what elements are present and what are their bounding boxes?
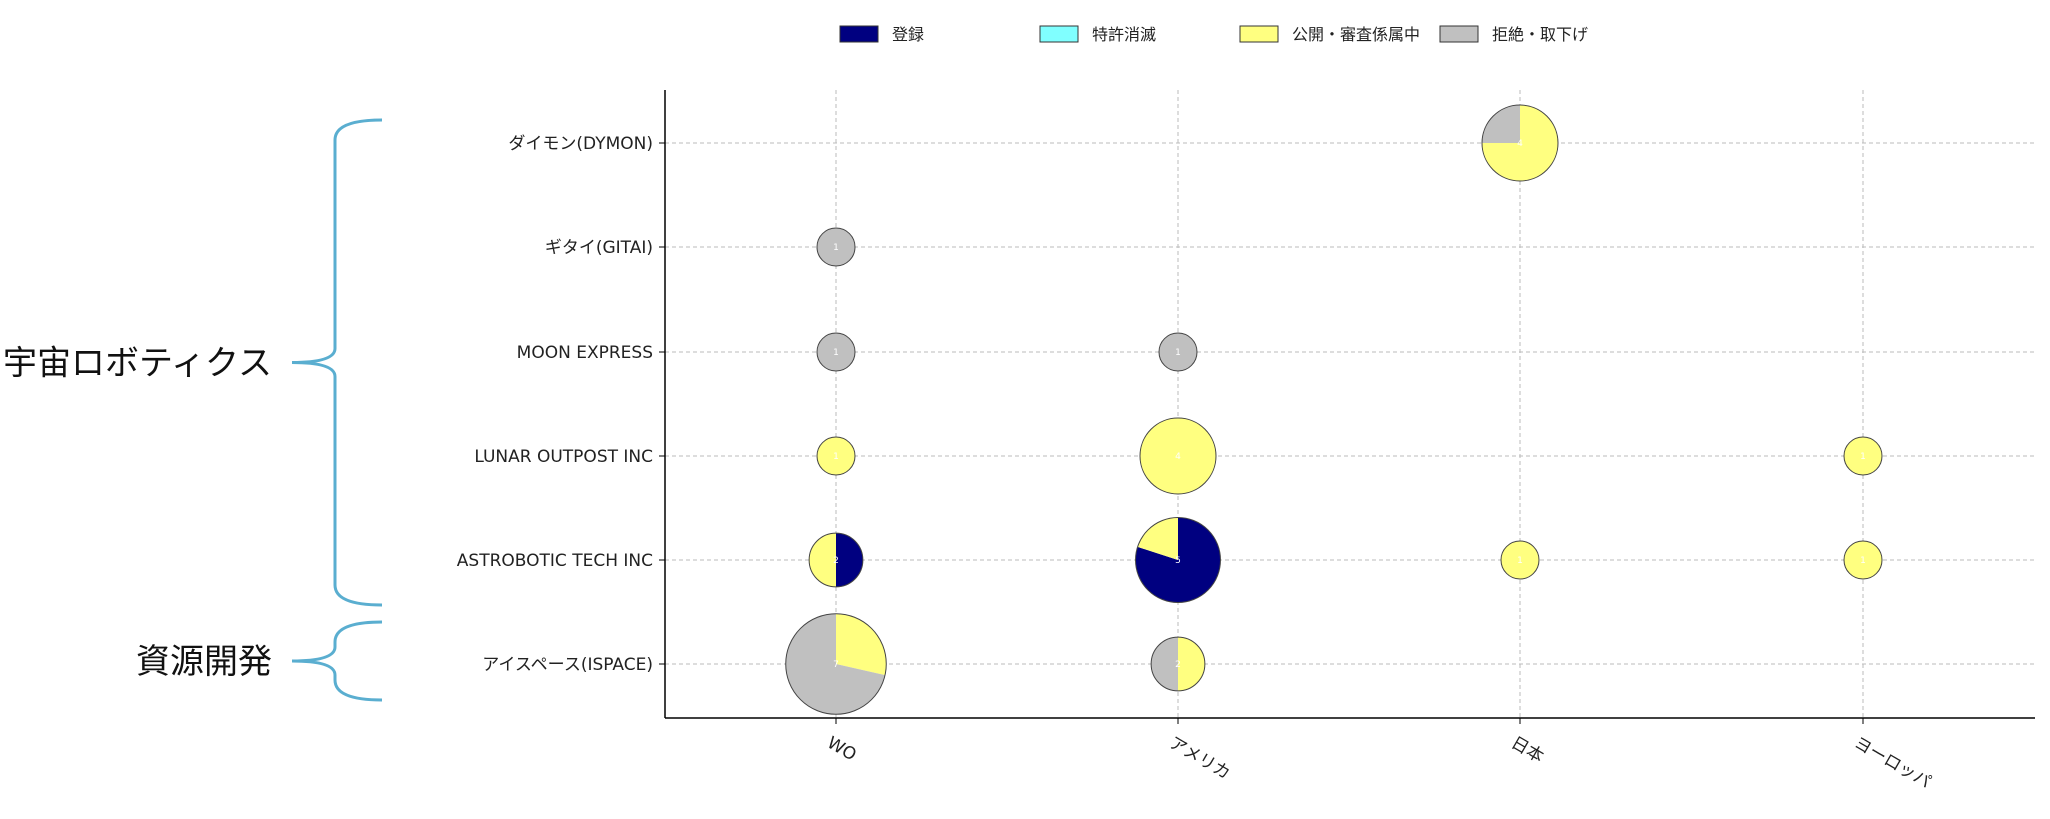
legend-swatch-registered: [839, 25, 879, 43]
legend-label-lapsed: 特許消滅: [1092, 25, 1156, 44]
legend-swatch-rejected: [1439, 25, 1479, 43]
bubble-outline: [808, 532, 864, 588]
pie-slice-rejected: [816, 332, 856, 372]
bubble-point: 1: [1843, 436, 1883, 476]
pie-slice-pending: [1843, 540, 1883, 580]
pie-slice-pending: [1500, 540, 1540, 580]
bubble-outline: [1135, 517, 1221, 603]
bubble-count-label: 5: [1175, 556, 1181, 566]
bubble-outline: [785, 613, 887, 715]
y-tick-label: アイスペース(ISPACE): [482, 655, 653, 675]
legend-label-registered: 登録: [892, 25, 924, 44]
legend: 登録 特許消滅 公開・審査係属中 拒絶・取下げ: [839, 25, 1588, 44]
y-tick-label: ダイモン(DYMON): [508, 134, 653, 154]
bubble-count-label: 7: [833, 660, 839, 670]
pie-slice-rejected: [1482, 105, 1520, 143]
group-label: 宇宙ロボティクス: [3, 344, 272, 384]
bubble-count-label: 1: [1517, 556, 1523, 566]
pie-slice-rejected: [785, 613, 886, 715]
pie-slice-registered: [1135, 517, 1221, 603]
bubble-count-label: 4: [1517, 139, 1523, 149]
pie-slice-rejected: [816, 227, 856, 267]
bubble-point: 1: [1500, 540, 1540, 580]
pie-slice-pending: [1139, 417, 1217, 495]
pie-slice-pending: [1178, 637, 1205, 691]
legend-swatch-lapsed: [1039, 25, 1079, 43]
bubble-count-label: 2: [1175, 660, 1181, 670]
y-tick-label: ギタイ(GITAI): [545, 238, 653, 258]
legend-label-rejected: 拒絶・取下げ: [1492, 25, 1588, 44]
bubble-point: 4: [1481, 104, 1559, 182]
bubble-point: 1: [816, 332, 856, 372]
x-tick-label: WO: [824, 733, 860, 765]
bubble-outline: [1150, 636, 1206, 692]
x-tick-label: アメリカ: [1166, 733, 1234, 784]
bubble-point: 5: [1135, 517, 1221, 603]
group-bracket: [291, 118, 383, 607]
bubble-point: 2: [1150, 636, 1206, 692]
bubble-point: 1: [1158, 332, 1198, 372]
bubble-count-label: 1: [833, 243, 839, 253]
bubble-point: 7: [785, 613, 887, 715]
axes: [664, 90, 2035, 719]
bubble-count-label: 1: [1860, 556, 1866, 566]
y-tick-label: LUNAR OUTPOST INC: [474, 447, 653, 467]
x-tick-label: 日本: [1508, 733, 1547, 767]
bubble-count-label: 1: [1860, 452, 1866, 462]
bubble-count-label: 1: [833, 348, 839, 358]
pie-slice-rejected: [1151, 637, 1178, 691]
bubble-count-label: 4: [1175, 452, 1181, 462]
bubble-count-label: 2: [833, 556, 839, 566]
bubble-point: 1: [1843, 540, 1883, 580]
pie-slice-registered: [836, 533, 863, 587]
group-bracket: [291, 620, 383, 702]
pie-slice-pending: [809, 533, 836, 587]
bubble-point: 4: [1139, 417, 1217, 495]
bubble-outline: [1481, 104, 1559, 182]
y-tick-label: MOON EXPRESS: [517, 343, 653, 363]
pie-slice-pending: [836, 613, 887, 676]
grid: [665, 90, 2035, 718]
group-label: 資源開発: [136, 642, 272, 682]
bubbles: 4 1 1 1 1 4 1 2 5 1 1 7 2: [785, 104, 1883, 715]
y-tick-label: ASTROBOTIC TECH INC: [457, 551, 653, 571]
legend-label-pending: 公開・審査係属中: [1292, 25, 1420, 44]
pie-slice-pending: [1843, 436, 1883, 476]
pie-slice-rejected: [1158, 332, 1198, 372]
pie-slice-pending: [816, 436, 856, 476]
x-tick-label: ヨーロッパ: [1851, 733, 1935, 793]
legend-swatch-pending: [1239, 25, 1279, 43]
bubble-count-label: 1: [1175, 348, 1181, 358]
pie-slice-pending: [1137, 517, 1178, 560]
bubble-point: 1: [816, 436, 856, 476]
bubble-point: 1: [816, 227, 856, 267]
bubble-point: 2: [808, 532, 864, 588]
bubble-count-label: 1: [833, 452, 839, 462]
